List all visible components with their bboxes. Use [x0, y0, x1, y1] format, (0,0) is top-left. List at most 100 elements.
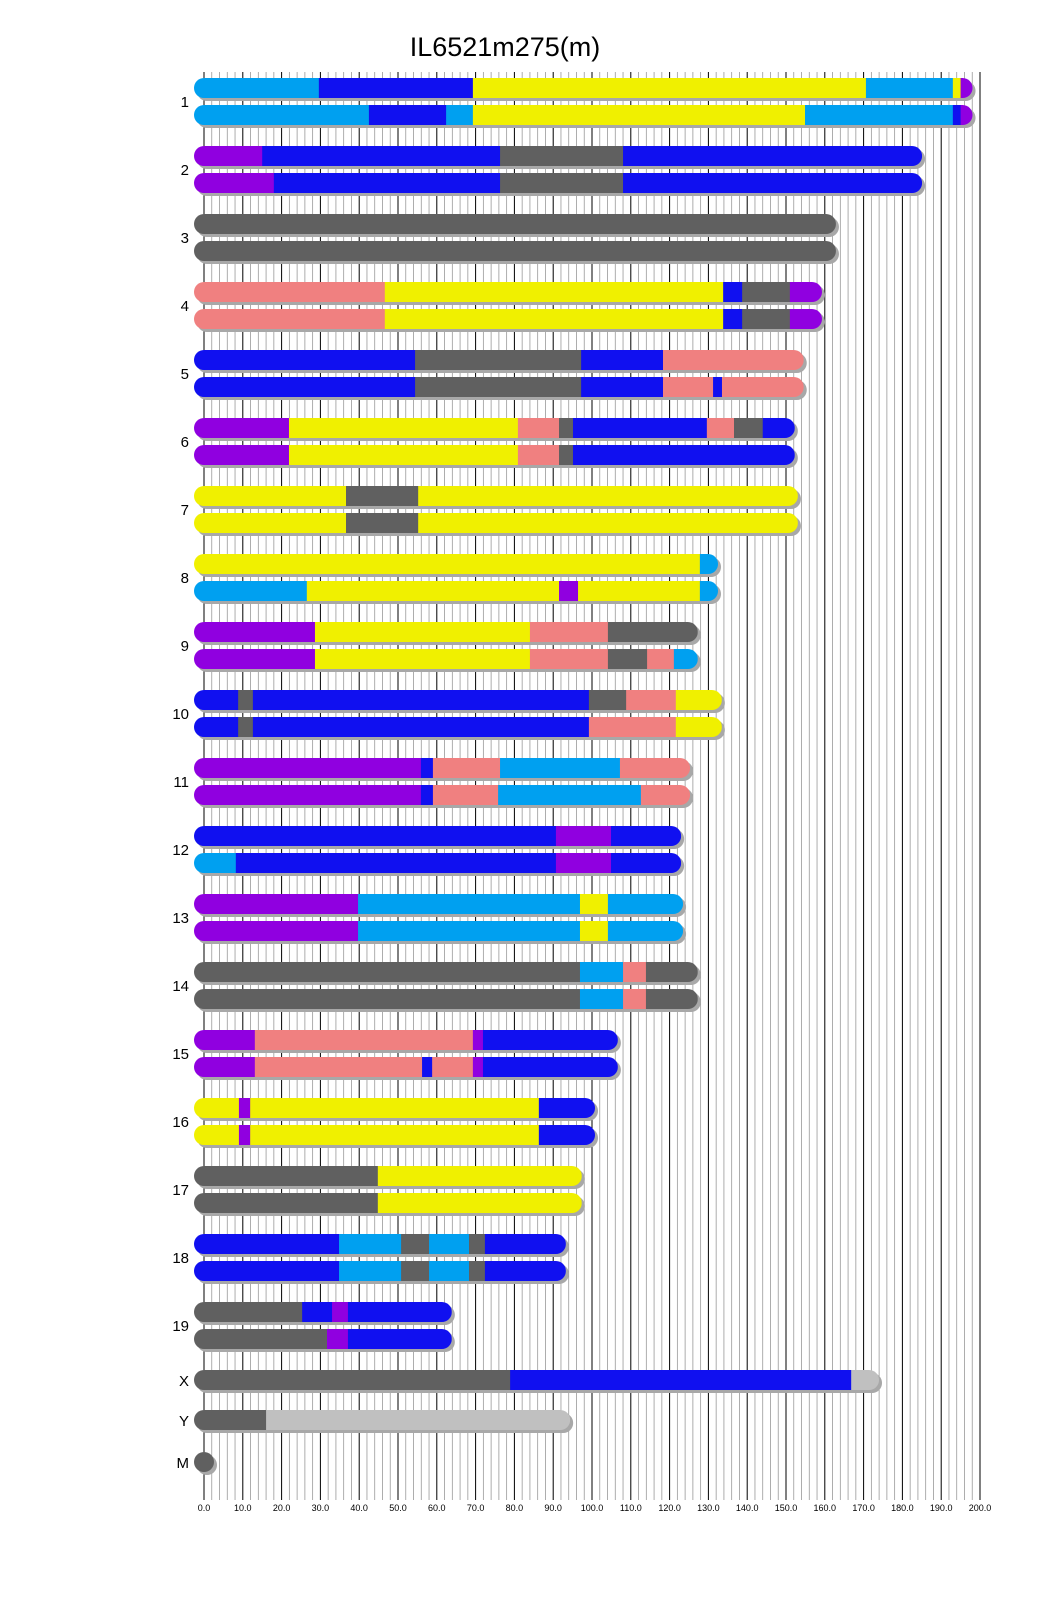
chromosome-label: Y: [179, 1413, 189, 1430]
segment-gray: [346, 513, 419, 533]
segment-blue: [273, 173, 501, 193]
segment-purple: [194, 1030, 256, 1050]
haplotype-bar: [194, 282, 825, 305]
segment-lightgray: [266, 1410, 571, 1430]
segment-purple: [555, 853, 612, 873]
segment-yellow: [314, 649, 531, 669]
chromosome-17: 17: [172, 1166, 585, 1216]
haplotype-bar: [194, 486, 801, 509]
segment-lightblue: [579, 989, 624, 1009]
segment-blue: [484, 1234, 566, 1254]
segment-gray: [645, 962, 698, 982]
segment-salmon: [640, 785, 691, 805]
segment-blue: [723, 282, 743, 302]
haplotype-bar: [194, 214, 839, 237]
segment-gray: [194, 1329, 328, 1349]
segment-yellow: [384, 309, 724, 329]
segment-purple: [559, 581, 579, 601]
segment-blue: [420, 785, 434, 805]
segment-yellow: [194, 1098, 240, 1118]
segment-lightblue: [579, 962, 624, 982]
x-tick-label: 190.0: [930, 1503, 953, 1513]
segment-salmon: [254, 1030, 474, 1050]
segment-gray: [469, 1234, 486, 1254]
haplotype-bar: [194, 1193, 585, 1216]
segment-yellow: [472, 78, 867, 98]
segment-salmon: [254, 1057, 423, 1077]
chromosome-X: X: [179, 1370, 883, 1393]
segment-blue: [572, 418, 708, 438]
chromosome-label: 13: [172, 910, 189, 927]
segment-gray: [645, 989, 698, 1009]
chromosome-label: 17: [172, 1182, 189, 1199]
segment-yellow: [675, 717, 722, 737]
segment-purple: [194, 649, 316, 669]
haplotype-bar: [194, 1125, 599, 1148]
segment-yellow: [418, 513, 798, 533]
x-tick-label: 140.0: [736, 1503, 759, 1513]
segment-blue: [482, 1057, 618, 1077]
chromosome-3: 3: [181, 214, 839, 264]
segment-blue: [581, 377, 664, 397]
chromosome-label: 16: [172, 1114, 189, 1131]
segment-blue: [302, 1302, 333, 1322]
haplotype-bar: [194, 1302, 455, 1325]
segment-salmon: [647, 649, 675, 669]
x-tick-label: 170.0: [852, 1503, 875, 1513]
segment-lightblue: [194, 105, 370, 125]
segment-gray: [194, 1452, 214, 1472]
chromosome-19: 19: [172, 1302, 455, 1352]
segment-blue: [347, 1302, 452, 1322]
segment-lightblue: [429, 1234, 470, 1254]
segment-gray: [559, 418, 574, 438]
haplotype-bar: [194, 1057, 621, 1080]
segment-salmon: [432, 1057, 474, 1077]
haplotype-bar: [194, 1030, 621, 1053]
segment-purple: [238, 1098, 251, 1118]
segment-blue: [235, 853, 557, 873]
segment-gray: [415, 377, 582, 397]
haplotype-bar: [194, 513, 801, 536]
haplotype-bar: [194, 445, 798, 468]
chromosome-16: 16: [172, 1098, 599, 1148]
segment-gray: [401, 1234, 430, 1254]
segment-lightblue: [358, 921, 581, 941]
x-tick-label: 30.0: [312, 1503, 330, 1513]
segment-blue: [510, 1370, 852, 1390]
segment-purple: [332, 1302, 349, 1322]
x-tick-label: 20.0: [273, 1503, 291, 1513]
segment-blue: [194, 826, 557, 846]
segment-purple: [194, 921, 359, 941]
segment-purple: [789, 282, 822, 302]
segment-yellow: [377, 1193, 582, 1213]
segment-salmon: [721, 377, 804, 397]
haplotype-bar: [194, 309, 825, 332]
segment-purple: [326, 1329, 349, 1349]
haplotype-bar: [194, 690, 725, 713]
chromosome-14: 14: [172, 962, 701, 1012]
segment-gray: [742, 282, 791, 302]
segment-gray: [469, 1261, 486, 1281]
chromosome-Y: Y: [179, 1410, 574, 1433]
chromosome-label: 10: [172, 706, 189, 723]
segment-yellow: [579, 894, 609, 914]
chromosome-9: 9: [181, 622, 701, 672]
chromosome-7: 7: [181, 486, 801, 536]
segment-gray: [194, 989, 581, 1009]
segment-gray: [194, 214, 836, 234]
segment-salmon: [194, 309, 386, 329]
segment-gray: [742, 309, 791, 329]
segment-blue: [422, 1057, 433, 1077]
segment-salmon: [623, 962, 647, 982]
segment-gray: [734, 418, 764, 438]
segment-purple: [194, 418, 290, 438]
segment-purple: [194, 785, 422, 805]
haplotype-bar: [194, 350, 807, 373]
segment-purple: [194, 622, 316, 642]
segment-yellow: [384, 282, 724, 302]
haplotype-bar: [194, 1452, 217, 1475]
segment-lightblue: [194, 581, 308, 601]
segment-gray: [194, 1193, 379, 1213]
segment-salmon: [432, 785, 499, 805]
